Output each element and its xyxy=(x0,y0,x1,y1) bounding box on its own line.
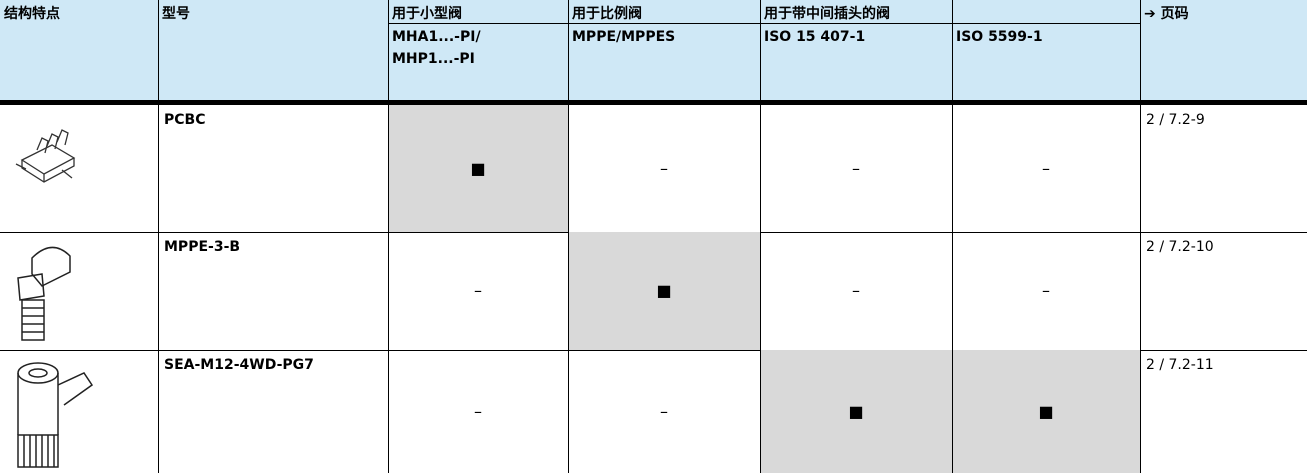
text: – xyxy=(474,401,482,421)
span-cover xyxy=(953,0,1139,23)
header-cell: ➔ 页码 xyxy=(1140,0,1307,100)
page-ref: 2 / 7.2-11 xyxy=(1140,350,1307,473)
value-cell: – xyxy=(952,105,1140,232)
text: – xyxy=(474,281,482,300)
text: ➔ 页码 xyxy=(1144,6,1189,22)
value-cell: – xyxy=(760,232,952,350)
header-line xyxy=(388,23,1140,24)
value-cell: ■ xyxy=(568,232,760,350)
text: 用于小型阀 xyxy=(392,6,462,22)
value-cell: ■ xyxy=(388,105,568,232)
col-line xyxy=(952,0,953,473)
text: 2 / 7.2-9 xyxy=(1146,112,1205,128)
text: MPPE/MPPES xyxy=(572,29,676,45)
text: ISO 5599-1 xyxy=(956,29,1043,45)
icon-pcbc xyxy=(15,129,76,183)
value-cell: – xyxy=(760,105,952,232)
value-cell: – xyxy=(388,232,568,350)
text: – xyxy=(852,281,860,300)
subheader-cell: MHA1...-PI/MHP1...-PI xyxy=(388,23,568,100)
subheader-cell: ISO 5599-1 xyxy=(952,23,1140,100)
col-line xyxy=(568,0,569,473)
subheader-cell: MPPE/MPPES xyxy=(568,23,760,100)
subheader-cell: ISO 15 407-1 xyxy=(760,23,952,100)
text: ■ xyxy=(470,158,486,178)
text: – xyxy=(1042,158,1050,178)
text: ■ xyxy=(848,401,864,421)
value-cell: – xyxy=(952,232,1140,350)
text: MPPE-3-B xyxy=(164,239,241,255)
col-line xyxy=(1140,0,1141,473)
value-cell: ■ xyxy=(952,350,1140,473)
page-ref: 2 / 7.2-9 xyxy=(1140,105,1307,232)
text: 2 / 7.2-10 xyxy=(1146,239,1214,255)
text: 结构特点 xyxy=(4,6,60,22)
text: – xyxy=(852,158,860,178)
col-line xyxy=(388,0,389,473)
header-cell: 用于小型阀 xyxy=(388,0,568,23)
col-line xyxy=(760,0,761,473)
icon-mppe xyxy=(17,246,71,341)
text: MHP1...-PI xyxy=(392,51,475,67)
text: PCBC xyxy=(164,112,206,128)
row-line xyxy=(0,350,1307,351)
text: ■ xyxy=(656,281,672,300)
header-cell: 结构特点 xyxy=(0,0,158,100)
value-cell: – xyxy=(568,350,760,473)
icon-sea xyxy=(17,362,94,468)
text: MHA1...-PI/ xyxy=(392,29,481,45)
model: SEA-M12-4WD-PG7 xyxy=(158,350,388,473)
text: 2 / 7.2-11 xyxy=(1146,357,1214,373)
header-rule xyxy=(0,100,1307,105)
header-cell: 型号 xyxy=(158,0,388,100)
value-cell: ■ xyxy=(760,350,952,473)
text: 用于带中间插头的阀 xyxy=(764,6,890,22)
text: SEA-M12-4WD-PG7 xyxy=(164,357,314,373)
text: – xyxy=(660,158,668,178)
text: 用于比例阀 xyxy=(572,6,642,22)
header-cell: 用于比例阀 xyxy=(568,0,760,23)
model: PCBC xyxy=(158,105,388,232)
text: ISO 15 407-1 xyxy=(764,29,866,45)
text: – xyxy=(1042,281,1050,300)
col-line xyxy=(158,0,159,473)
model: MPPE-3-B xyxy=(158,232,388,350)
text: 型号 xyxy=(162,6,190,22)
value-cell: – xyxy=(568,105,760,232)
page-ref: 2 / 7.2-10 xyxy=(1140,232,1307,350)
text: ■ xyxy=(1038,401,1054,421)
text: – xyxy=(660,401,668,421)
value-cell: – xyxy=(388,350,568,473)
